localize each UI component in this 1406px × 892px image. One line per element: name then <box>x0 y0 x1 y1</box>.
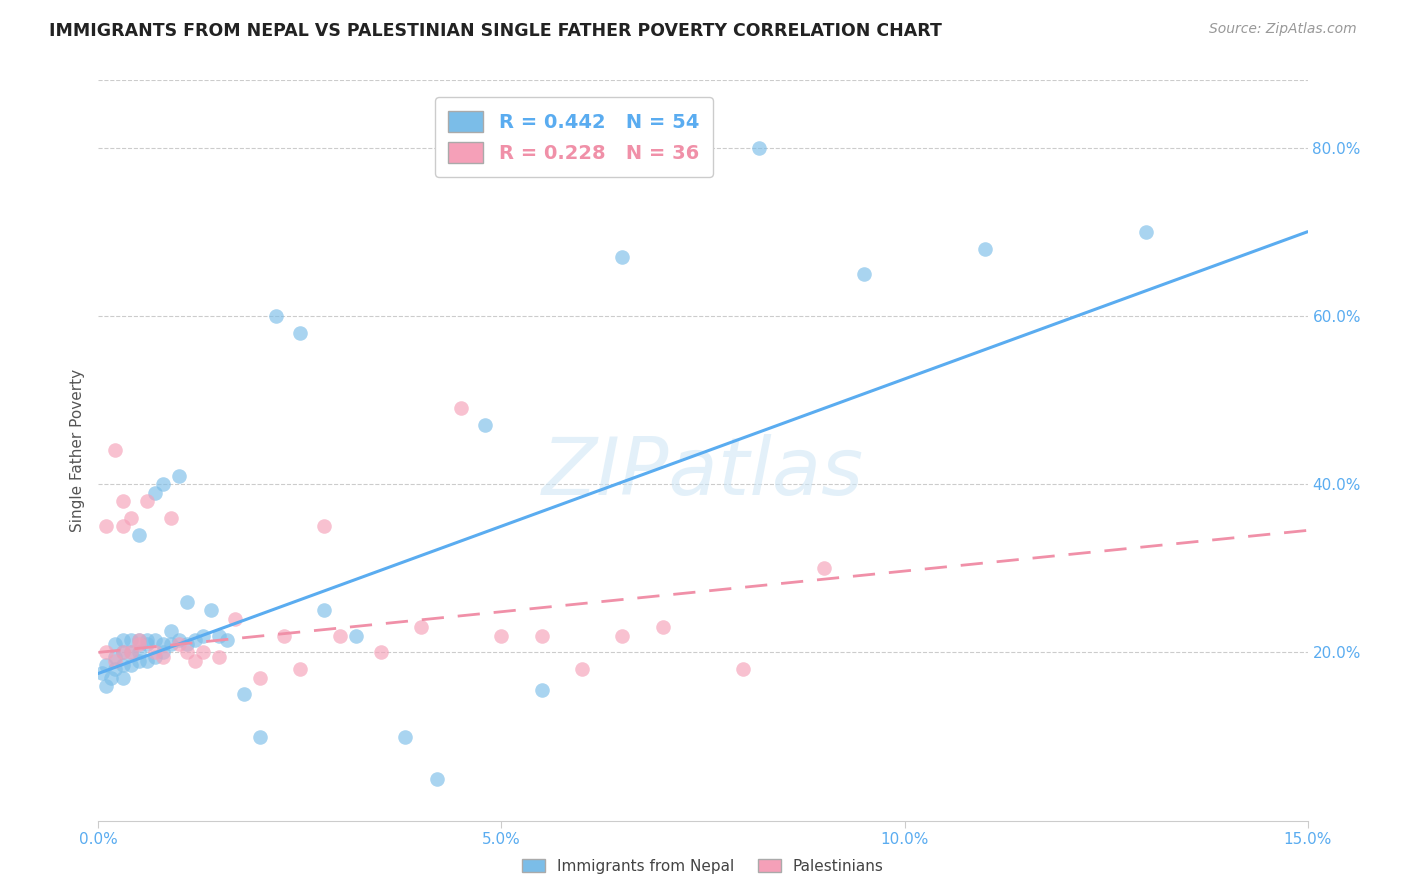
Point <box>152 477 174 491</box>
Point <box>135 654 157 668</box>
Point <box>288 662 311 676</box>
Point <box>329 628 352 642</box>
Point <box>111 658 134 673</box>
Point <box>249 730 271 744</box>
Point <box>160 510 183 524</box>
Point <box>249 671 271 685</box>
Point <box>692 140 714 154</box>
Point <box>450 401 472 416</box>
Point <box>143 485 166 500</box>
Point <box>111 645 134 659</box>
Point <box>193 628 215 642</box>
Point <box>409 620 432 634</box>
Point <box>152 637 174 651</box>
Point <box>128 632 150 647</box>
Point <box>120 645 142 659</box>
Point <box>143 645 166 659</box>
Point <box>167 468 190 483</box>
Point <box>370 645 392 659</box>
Point <box>128 637 150 651</box>
Y-axis label: Single Father Poverty: Single Father Poverty <box>69 369 84 532</box>
Point <box>143 632 166 647</box>
Point <box>224 612 246 626</box>
Point <box>288 326 311 340</box>
Point <box>813 561 835 575</box>
Point <box>111 494 134 508</box>
Text: ZIPatlas: ZIPatlas <box>541 434 865 512</box>
Point <box>135 632 157 647</box>
Point <box>111 671 134 685</box>
Point <box>733 662 755 676</box>
Point <box>120 510 142 524</box>
Point <box>273 628 295 642</box>
Point <box>474 418 496 433</box>
Point <box>612 628 634 642</box>
Point <box>748 140 770 154</box>
Point <box>100 671 122 685</box>
Point <box>176 595 198 609</box>
Point <box>208 628 231 642</box>
Point <box>1135 225 1157 239</box>
Point <box>96 645 118 659</box>
Point <box>176 645 198 659</box>
Point <box>167 632 190 647</box>
Point <box>651 620 673 634</box>
Point <box>314 603 336 617</box>
Point <box>426 772 449 786</box>
Point <box>160 624 183 639</box>
Point <box>128 654 150 668</box>
Point <box>853 267 876 281</box>
Point <box>314 519 336 533</box>
Point <box>232 688 254 702</box>
Text: Source: ZipAtlas.com: Source: ZipAtlas.com <box>1209 22 1357 37</box>
Point <box>530 628 553 642</box>
Point <box>96 519 118 533</box>
Point <box>96 658 118 673</box>
Point <box>344 628 367 642</box>
Point <box>103 649 125 664</box>
Point <box>530 683 553 698</box>
Point <box>217 632 239 647</box>
Point <box>184 632 207 647</box>
Point <box>111 519 134 533</box>
Point <box>264 309 287 323</box>
Point <box>160 637 183 651</box>
Point <box>208 649 231 664</box>
Point <box>200 603 222 617</box>
Point <box>167 637 190 651</box>
Point <box>135 494 157 508</box>
Point <box>128 632 150 647</box>
Point <box>120 632 142 647</box>
Point <box>394 730 416 744</box>
Point <box>176 637 198 651</box>
Point <box>135 637 157 651</box>
Point <box>128 527 150 541</box>
Point <box>103 662 125 676</box>
Point <box>491 628 513 642</box>
Point <box>120 645 142 659</box>
Point <box>974 242 997 256</box>
Point <box>152 649 174 664</box>
Point <box>612 250 634 264</box>
Point <box>91 666 114 681</box>
Point <box>120 658 142 673</box>
Point <box>571 662 593 676</box>
Legend: Immigrants from Nepal, Palestinians: Immigrants from Nepal, Palestinians <box>516 853 890 880</box>
Legend: R = 0.442   N = 54, R = 0.228   N = 36: R = 0.442 N = 54, R = 0.228 N = 36 <box>434 97 713 177</box>
Point <box>152 645 174 659</box>
Point <box>184 654 207 668</box>
Point <box>103 637 125 651</box>
Text: IMMIGRANTS FROM NEPAL VS PALESTINIAN SINGLE FATHER POVERTY CORRELATION CHART: IMMIGRANTS FROM NEPAL VS PALESTINIAN SIN… <box>49 22 942 40</box>
Point <box>111 645 134 659</box>
Point <box>96 679 118 693</box>
Point <box>128 645 150 659</box>
Point <box>193 645 215 659</box>
Point <box>103 654 125 668</box>
Point <box>111 632 134 647</box>
Point <box>143 649 166 664</box>
Point <box>103 443 125 458</box>
